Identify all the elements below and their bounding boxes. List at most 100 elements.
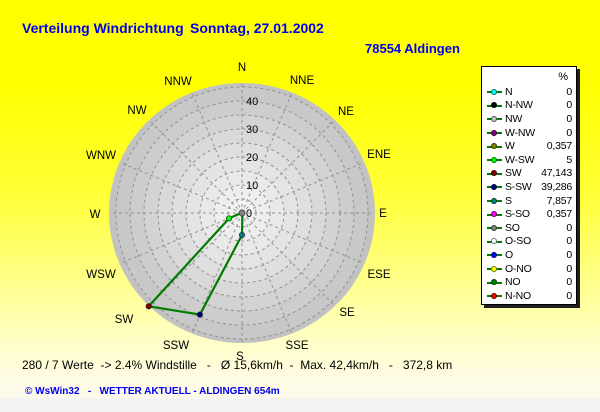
compass-label-nw: NW: [127, 105, 146, 117]
legend-series-marker-icon: [487, 128, 502, 137]
data-point-marker-center: [238, 209, 246, 217]
legend-color-dot-icon: [491, 251, 497, 258]
legend-series-marker-icon: [487, 264, 502, 273]
legend-row: SO 0: [482, 221, 576, 235]
legend-direction-label: N-NO: [505, 289, 532, 302]
legend-color-dot-icon: [491, 143, 497, 150]
legend-color-dot-icon: [491, 265, 497, 272]
legend-direction-label: O: [505, 248, 513, 261]
legend-series-marker-icon: [487, 169, 502, 178]
legend-percent-value: 0: [566, 126, 572, 139]
legend-percent-value: 0: [566, 262, 572, 275]
legend-percent-value: 5: [566, 153, 572, 166]
status-line: 280 / 7 Werte -> 2.4% Windstille - Ø 15,…: [22, 358, 453, 372]
compass-label-ssw: SSW: [163, 340, 189, 352]
legend-color-dot-icon: [491, 224, 497, 231]
legend-percent-value: 0,357: [546, 140, 572, 153]
legend-color-dot-icon: [491, 115, 497, 122]
compass-label-n: N: [238, 62, 246, 74]
legend-percent-value: 0: [566, 221, 572, 234]
legend-direction-label: SO: [505, 221, 520, 234]
legend-percent-value: 0: [566, 289, 572, 302]
compass-label-ene: ENE: [367, 149, 391, 161]
radial-tick-0: 0: [246, 208, 252, 220]
legend-row: S-SO 0,357: [482, 207, 576, 221]
radial-tick-40: 40: [246, 96, 258, 108]
page-title: Verteilung Windrichtung: [22, 20, 184, 36]
legend-row: W-NW 0: [482, 126, 576, 140]
legend-direction-label: N-NW: [505, 99, 533, 112]
legend-color-dot-icon: [491, 211, 497, 218]
legend-row: S 7,857: [482, 194, 576, 208]
legend-row: O-SO 0: [482, 235, 576, 249]
compass-label-sse: SSE: [285, 340, 308, 352]
legend-direction-label: N: [505, 85, 513, 98]
compass-label-wsw: WSW: [86, 269, 116, 281]
legend-row: N-NW 0: [482, 99, 576, 113]
radial-tick-30: 30: [246, 124, 258, 136]
legend-percent-value: 0,357: [546, 208, 572, 221]
legend-color-dot-icon: [491, 156, 497, 163]
grid-ring: [171, 142, 313, 284]
data-point-marker-sw: [145, 303, 152, 310]
legend-color-dot-icon: [491, 183, 497, 190]
legend-series-marker-icon: [487, 182, 502, 191]
legend-series-marker-icon: [487, 101, 502, 110]
data-point-marker-wsw: [226, 215, 233, 222]
legend-series-marker-icon: [487, 250, 502, 259]
legend-direction-label: W-SW: [505, 153, 535, 166]
legend-series-marker-icon: [487, 237, 502, 246]
grid-ring: [129, 100, 355, 326]
legend-series-marker-icon: [487, 155, 502, 164]
legend-color-dot-icon: [491, 292, 497, 299]
legend-row: W-SW 5: [482, 153, 576, 167]
legend-color-dot-icon: [491, 197, 497, 204]
data-point-marker-ssw: [196, 311, 203, 318]
station-label: 78554 Aldingen: [365, 41, 460, 56]
legend-series-marker-icon: [487, 142, 502, 151]
legend-percent-value: 39,286: [541, 180, 572, 193]
legend-percent-value: 0: [566, 235, 572, 248]
legend-row: S-SW 39,286: [482, 180, 576, 194]
compass-label-nnw: NNW: [164, 76, 192, 88]
legend-series-marker-icon: [487, 87, 502, 96]
compass-label-se: SE: [339, 307, 355, 319]
legend-color-dot-icon: [491, 170, 497, 177]
legend-direction-label: SW: [505, 167, 522, 180]
compass-label-e: E: [379, 208, 387, 220]
radial-tick-10: 10: [246, 180, 258, 192]
legend-panel: % N 0 N-NW 0 NW 0 W-NW 0 W 0,357 W-SW 5 SW 47,143 S-SW…: [481, 66, 577, 305]
legend-percent-value: 7,857: [546, 194, 572, 207]
legend-percent-value: 0: [566, 112, 572, 125]
legend-direction-label: NO: [505, 276, 521, 289]
legend-row: O-NO 0: [482, 262, 576, 276]
legend-direction-label: S-SW: [505, 180, 532, 193]
compass-label-ne: NE: [338, 106, 354, 118]
legend-direction-label: O-SO: [505, 235, 532, 248]
data-point-marker-s: [238, 231, 246, 239]
legend-percent-header: %: [558, 71, 568, 83]
legend-series-marker-icon: [487, 291, 502, 300]
legend-series-marker-icon: [487, 114, 502, 123]
legend-color-dot-icon: [491, 88, 497, 95]
compass-label-wnw: WNW: [86, 150, 116, 162]
legend-row: W 0,357: [482, 139, 576, 153]
legend-direction-label: W: [505, 140, 515, 153]
legend-color-dot-icon: [491, 238, 497, 245]
legend-series-marker-icon: [487, 223, 502, 232]
compass-label-sw: SW: [115, 314, 134, 326]
legend-direction-label: O-NO: [505, 262, 532, 275]
legend-percent-value: 0: [566, 99, 572, 112]
radial-tick-20: 20: [246, 152, 258, 164]
legend-series-marker-icon: [487, 196, 502, 205]
compass-label-ese: ESE: [367, 269, 390, 281]
compass-label-w: W: [90, 209, 101, 221]
compass-label-s: S: [236, 351, 244, 363]
legend-row: N-NO 0: [482, 289, 576, 303]
legend-rows: N 0 N-NW 0 NW 0 W-NW 0 W 0,357 W-SW 5 SW 47,143 S-SW 39…: [482, 85, 576, 303]
legend-percent-value: 0: [566, 85, 572, 98]
